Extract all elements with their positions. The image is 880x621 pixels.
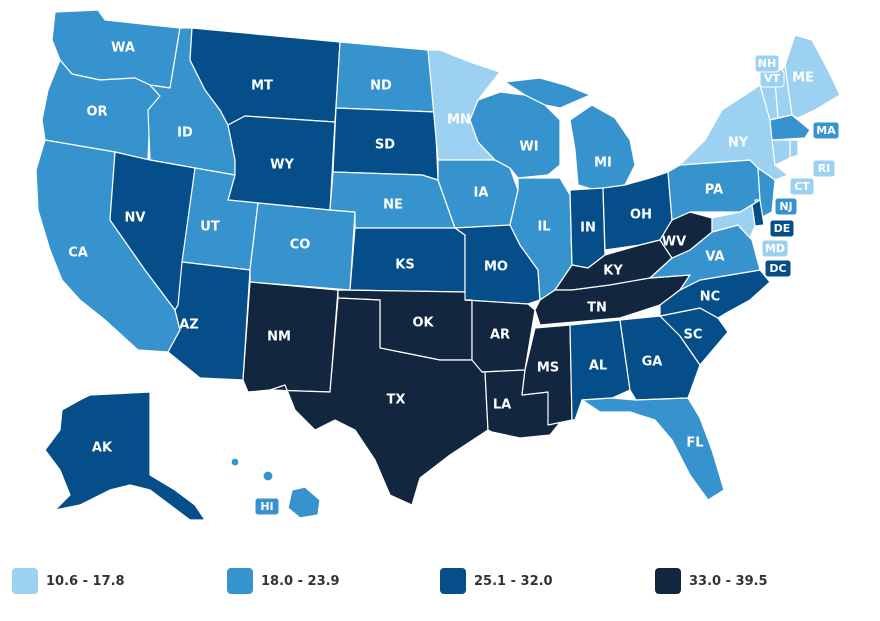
map-svg: WA OR CA ID NV MT WY UT AZ CO NM ND SD N… (35, 9, 841, 521)
state-hi[interactable] (287, 486, 321, 519)
label-ky: KY (603, 264, 623, 279)
legend-label-2: 18.0 - 23.9 (261, 573, 340, 589)
label-va: VA (705, 250, 724, 265)
label-ct: CT (794, 180, 810, 193)
state-ri[interactable] (789, 139, 799, 159)
label-mi: MI (594, 156, 612, 171)
state-md[interactable] (711, 204, 756, 239)
label-wv: WV (662, 235, 686, 250)
label-ri: RI (818, 162, 831, 175)
label-ak: AK (92, 441, 113, 456)
state-hi-island (262, 470, 274, 482)
tag-de[interactable] (769, 219, 795, 238)
tag-ma[interactable] (812, 121, 840, 140)
label-nh: NH (758, 57, 776, 70)
tag-ri[interactable] (812, 159, 836, 178)
legend-swatch-1 (12, 568, 38, 594)
label-de: DE (774, 222, 791, 235)
label-nd: ND (370, 79, 392, 94)
label-vt: VT (764, 72, 781, 85)
label-hi: HI (260, 500, 273, 513)
label-il: IL (537, 220, 550, 235)
label-fl: FL (686, 436, 703, 451)
tag-nh[interactable] (754, 54, 780, 73)
legend-label-4: 33.0 - 39.5 (689, 573, 768, 589)
label-in: IN (580, 221, 596, 236)
state-shapes (35, 9, 841, 521)
label-wa: WA (111, 41, 135, 56)
label-md: MD (765, 242, 785, 255)
state-ct[interactable] (771, 139, 791, 166)
label-nm: NM (267, 330, 291, 345)
legend-label-3: 25.1 - 32.0 (474, 573, 553, 589)
state-ma[interactable] (769, 114, 811, 141)
state-labels: WA OR CA ID NV MT WY UT AZ CO NM ND SD N… (68, 41, 836, 514)
label-wi: WI (519, 140, 538, 155)
label-me: ME (792, 71, 814, 86)
tag-ct[interactable] (789, 177, 815, 196)
state-ak[interactable] (44, 391, 206, 521)
label-ut: UT (200, 220, 220, 235)
legend-swatch-3 (440, 568, 466, 594)
state-tx[interactable] (269, 297, 489, 506)
label-ok: OK (412, 316, 434, 331)
label-pa: PA (705, 183, 723, 198)
label-al: AL (589, 359, 607, 374)
small-state-tags (254, 54, 840, 516)
tag-md[interactable] (761, 239, 789, 258)
legend-item-3: 25.1 - 32.0 (440, 568, 553, 594)
legend-item-1: 10.6 - 17.8 (12, 568, 125, 594)
label-or: OR (86, 105, 107, 120)
state-mi-upper[interactable] (504, 77, 591, 109)
label-ms: MS (537, 361, 559, 376)
label-nj: NJ (779, 200, 792, 213)
label-mo: MO (484, 260, 508, 275)
label-tn: TN (587, 301, 607, 316)
label-mn: MN (447, 113, 471, 128)
tag-nj[interactable] (774, 197, 798, 216)
label-ne: NE (383, 198, 403, 213)
label-ar: AR (490, 328, 510, 343)
label-id: ID (177, 126, 193, 141)
legend-item-2: 18.0 - 23.9 (227, 568, 340, 594)
label-ma: MA (816, 124, 836, 137)
label-tx: TX (387, 393, 406, 408)
state-nd[interactable] (335, 41, 436, 113)
label-ia: IA (474, 186, 489, 201)
tag-hi[interactable] (254, 497, 280, 516)
label-ga: GA (642, 355, 663, 370)
label-sc: SC (684, 328, 703, 343)
label-sd: SD (375, 138, 395, 153)
state-mi[interactable] (569, 104, 636, 191)
label-ny: NY (728, 136, 749, 151)
label-oh: OH (630, 208, 652, 223)
label-nv: NV (125, 211, 146, 226)
state-hi-island (230, 457, 240, 467)
legend-swatch-2 (227, 568, 253, 594)
label-mt: MT (251, 79, 273, 94)
tag-dc[interactable] (764, 259, 792, 278)
us-choropleth-map: WA OR CA ID NV MT WY UT AZ CO NM ND SD N… (35, 9, 841, 521)
label-ca: CA (68, 246, 88, 261)
label-nc: NC (700, 290, 720, 305)
label-wy: WY (270, 158, 294, 173)
label-la: LA (493, 398, 511, 413)
label-az: AZ (179, 318, 199, 333)
legend: 10.6 - 17.8 18.0 - 23.9 25.1 - 32.0 33.0… (0, 560, 880, 600)
legend-label-1: 10.6 - 17.8 (46, 573, 125, 589)
label-co: CO (290, 238, 311, 253)
legend-swatch-4 (655, 568, 681, 594)
label-dc: DC (769, 262, 786, 275)
legend-item-4: 33.0 - 39.5 (655, 568, 768, 594)
label-ks: KS (395, 258, 414, 273)
state-fl[interactable] (581, 397, 725, 501)
